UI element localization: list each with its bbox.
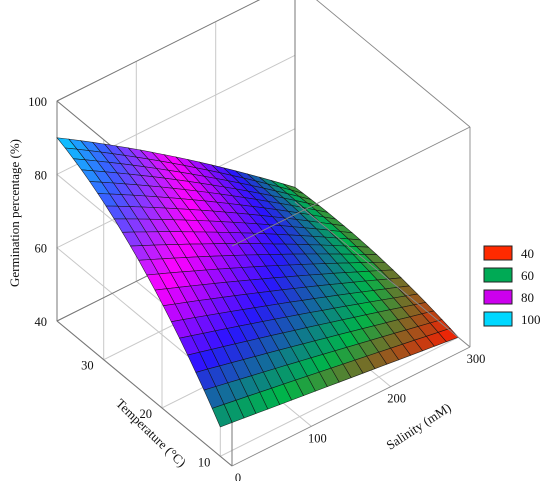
legend-label: 60	[521, 268, 534, 283]
box-edge	[231, 346, 471, 467]
legend-swatch	[483, 245, 513, 261]
legend-item: 100	[483, 311, 541, 327]
box-edge	[294, 201, 471, 348]
x-tick-label: 300	[467, 352, 486, 366]
z-axis-title: Germination percentage (%)	[7, 139, 22, 287]
legend-item: 40	[483, 245, 534, 261]
z-tick-label: 40	[35, 315, 48, 329]
y-tick-label: 10	[198, 455, 211, 469]
box-edge	[231, 126, 471, 247]
legend-item: 60	[483, 267, 534, 283]
x-tick-label: 200	[387, 392, 406, 406]
legend-label: 40	[521, 246, 534, 261]
z-tick-label: 60	[35, 242, 48, 256]
legend-label: 80	[521, 290, 534, 305]
box-edge	[56, 0, 261, 102]
surface-cell	[437, 328, 459, 343]
legend-item: 80	[483, 289, 534, 305]
plot-box-front	[231, 0, 471, 467]
y-tick-label: 30	[81, 359, 94, 373]
legend-label: 100	[521, 312, 541, 327]
response-surface	[56, 137, 459, 428]
box-edge	[56, 320, 233, 467]
legend-swatch	[483, 289, 513, 305]
x-tick-label: 100	[308, 431, 327, 445]
z-tick-label: 100	[28, 95, 47, 109]
x-tick-label: 0	[235, 471, 241, 481]
z-axis: 40 60 80 100 Germination percentage (%)	[7, 95, 47, 329]
x-axis-title: Salinity (mM)	[383, 400, 453, 453]
legend-swatch	[483, 267, 513, 283]
y-tick-label: 20	[140, 407, 153, 421]
box-edge	[316, 0, 471, 128]
z-tick-label: 80	[35, 168, 48, 182]
legend-swatch	[483, 311, 513, 327]
legend: 40 60 80 100	[483, 245, 541, 327]
